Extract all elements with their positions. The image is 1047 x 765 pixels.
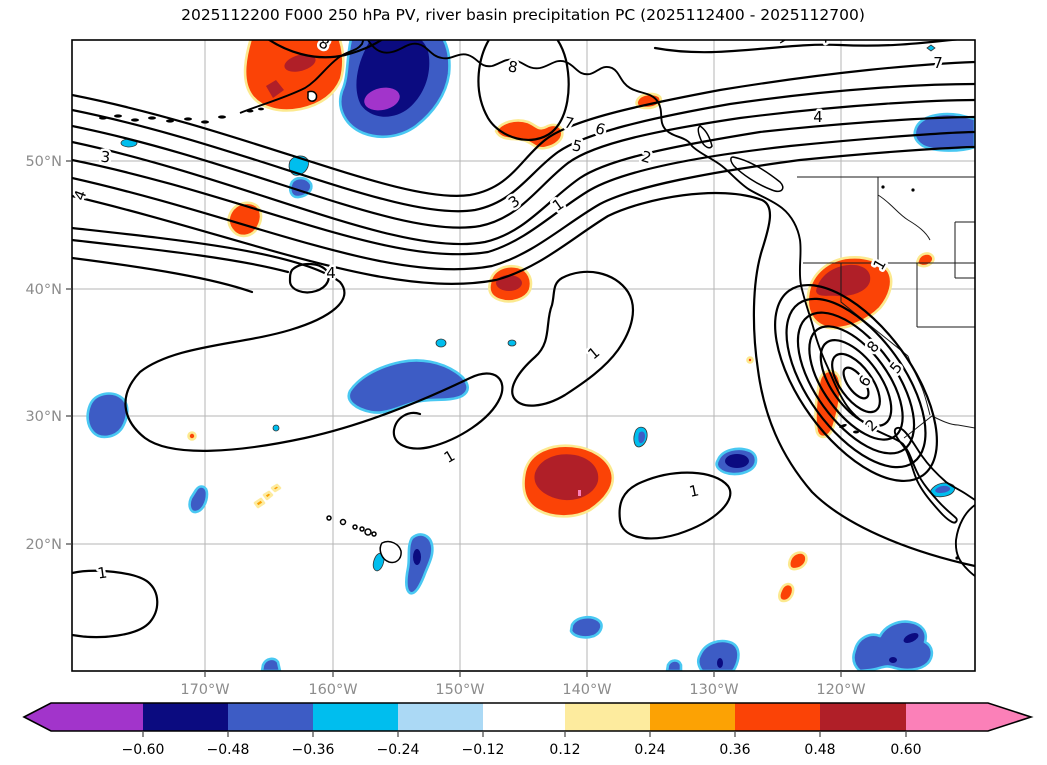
- longitude-axis: 170°W 160°W 150°W 140°W 130°W 120°W: [180, 682, 865, 698]
- figure-title: 2025112200 F000 250 hPa PV, river basin …: [181, 6, 865, 24]
- lon-tick-label: 130°W: [689, 682, 738, 698]
- contour-label: 1: [772, 27, 789, 47]
- vancouver-island: [730, 156, 784, 193]
- colorbar-tick-label: 0.60: [890, 742, 921, 758]
- coastlines: [99, 40, 975, 577]
- pv-maximum-rings: [774, 283, 938, 483]
- lon-tick-label: 140°W: [562, 682, 611, 698]
- latitude-axis: 50°N 40°N 30°N 20°N: [25, 154, 62, 553]
- colorbar-tick-label: 0.12: [549, 742, 580, 758]
- axis-ticks: [66, 160, 842, 677]
- colorbar-segment: [313, 703, 398, 731]
- colorbar-segment: [228, 703, 313, 731]
- colorbar-tick-label: −0.36: [292, 742, 335, 758]
- map-background: [72, 40, 975, 671]
- weak-positive-anomaly-dashes: [253, 483, 282, 509]
- hawaiian-islands: [326, 515, 402, 564]
- colorbar: −0.60 −0.48 −0.36 −0.24 −0.12 0.12 0.24 …: [22, 702, 1034, 758]
- weak-negative-patches: [120, 44, 956, 572]
- colorbar-segment: [565, 703, 650, 731]
- aleutian-islands: [99, 107, 264, 124]
- colorbar-segment: [483, 703, 565, 731]
- colorbar-right-extend: [906, 703, 1031, 731]
- kodiak-island: [307, 90, 318, 102]
- colorbar-tick-label: −0.48: [207, 742, 250, 758]
- contour-label: 7: [933, 54, 943, 72]
- pv-contours: [72, 40, 975, 639]
- colorbar-segment: [143, 703, 228, 731]
- contour-label: 4: [813, 108, 823, 126]
- strong-positive-cores: [266, 54, 871, 501]
- colorbar-segment: [735, 703, 820, 731]
- colorbar-left-extend: [24, 703, 143, 731]
- colorbar-segment: [820, 703, 906, 731]
- contour-label: 7: [816, 27, 833, 47]
- colorbar-tick-label: −0.24: [377, 742, 420, 758]
- colorbar-ticks: [142, 731, 907, 737]
- lon-tick-label: 120°W: [816, 682, 865, 698]
- weak-negative-inner-bits: [638, 431, 951, 493]
- colorbar-segment: [398, 703, 483, 731]
- map-frame: [71, 39, 976, 672]
- contour-label: 3: [100, 148, 111, 167]
- colorbar-tick-label: 0.36: [719, 742, 750, 758]
- colorbar-tick-label: 0.24: [634, 742, 665, 758]
- colorbar-tick-label: −0.12: [462, 742, 505, 758]
- small-lakes-and-dots: [881, 185, 959, 560]
- haida-gwaii-island: [697, 125, 713, 149]
- lon-tick-label: 150°W: [435, 682, 484, 698]
- lat-tick-label: 30°N: [25, 409, 62, 425]
- colorbar-segment: [650, 703, 735, 731]
- lat-tick-label: 40°N: [25, 282, 62, 298]
- colorbar-tick-label: −0.60: [122, 742, 165, 758]
- extreme-positive-speck: [578, 490, 581, 496]
- extreme-negative-core: [364, 87, 400, 111]
- lon-tick-label: 170°W: [180, 682, 229, 698]
- lat-tick-label: 20°N: [25, 537, 62, 553]
- contour-label: 4: [326, 264, 336, 282]
- lat-tick-label: 50°N: [25, 154, 62, 170]
- lon-tick-label: 160°W: [308, 682, 357, 698]
- colorbar-outline: [22, 702, 1034, 732]
- colorbar-tick-label: 0.48: [804, 742, 835, 758]
